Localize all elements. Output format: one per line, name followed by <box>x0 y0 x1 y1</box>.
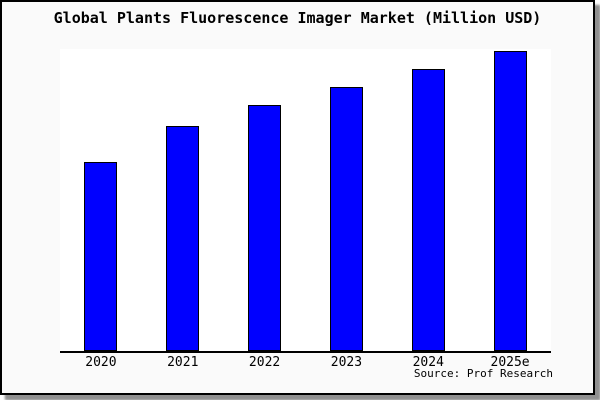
x-axis-label-2025e: 2025e <box>490 355 530 370</box>
bar-2024 <box>411 69 445 351</box>
bar-2022 <box>248 105 282 351</box>
x-axis-label-2024: 2024 <box>412 355 444 370</box>
x-axis-label-2021: 2021 <box>167 355 199 370</box>
x-axis-labels: 2020 2021 2022 2023 2024 2025e <box>60 355 551 371</box>
source-note: Source: Prof Research <box>413 367 553 380</box>
chart-card: Global Plants Fluorescence Imager Market… <box>0 0 595 395</box>
plot-area <box>60 49 551 353</box>
bar-2023 <box>329 87 363 351</box>
bar-2020 <box>84 162 118 351</box>
x-axis-label-2020: 2020 <box>85 355 117 370</box>
bar-2025e <box>493 51 527 351</box>
x-axis-label-2022: 2022 <box>248 355 281 370</box>
x-axis-label-2023: 2023 <box>330 355 363 370</box>
chart-title: Global Plants Fluorescence Imager Market… <box>53 9 542 27</box>
bar-2021 <box>166 126 200 351</box>
